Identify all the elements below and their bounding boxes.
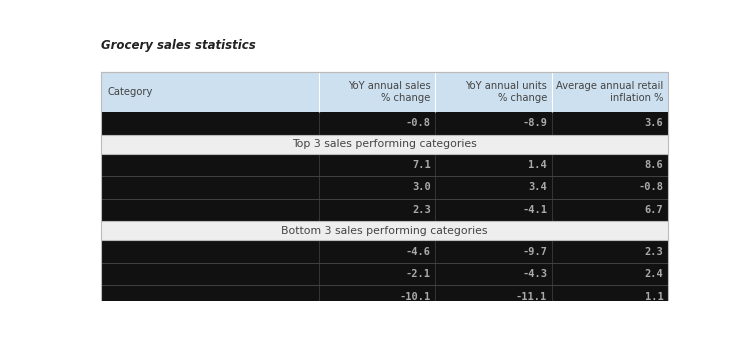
Text: -9.7: -9.7 <box>522 246 547 257</box>
Text: YoY annual units
% change: YoY annual units % change <box>465 81 547 103</box>
Bar <box>100 221 668 240</box>
Text: -8.9: -8.9 <box>522 118 547 128</box>
Text: -0.8: -0.8 <box>638 183 663 192</box>
Text: 1.1: 1.1 <box>644 292 663 302</box>
Text: 3.4: 3.4 <box>528 183 547 192</box>
Text: 1.4: 1.4 <box>528 160 547 170</box>
Bar <box>100 135 668 153</box>
Text: 8.6: 8.6 <box>644 160 663 170</box>
Text: -2.1: -2.1 <box>406 269 430 279</box>
Text: Grocery sales statistics: Grocery sales statistics <box>100 39 256 52</box>
Text: Average annual retail
inflation %: Average annual retail inflation % <box>556 81 663 103</box>
Bar <box>100 263 668 286</box>
Text: 3.0: 3.0 <box>412 183 430 192</box>
Text: YoY annual sales
% change: YoY annual sales % change <box>348 81 430 103</box>
Text: -0.8: -0.8 <box>406 118 430 128</box>
Text: -4.1: -4.1 <box>522 205 547 215</box>
Text: 2.4: 2.4 <box>644 269 663 279</box>
Text: -4.6: -4.6 <box>406 246 430 257</box>
Text: -11.1: -11.1 <box>516 292 547 302</box>
Text: Bottom 3 sales performing categories: Bottom 3 sales performing categories <box>281 226 488 236</box>
Text: 6.7: 6.7 <box>644 205 663 215</box>
Bar <box>100 112 668 135</box>
Text: -10.1: -10.1 <box>400 292 430 302</box>
Bar <box>100 199 668 221</box>
Text: Category: Category <box>108 87 153 97</box>
Text: Top 3 sales performing categories: Top 3 sales performing categories <box>292 139 477 149</box>
Text: 2.3: 2.3 <box>644 246 663 257</box>
Text: -4.3: -4.3 <box>522 269 547 279</box>
Bar <box>100 240 668 263</box>
Text: 7.1: 7.1 <box>412 160 430 170</box>
Bar <box>100 286 668 308</box>
Bar <box>100 176 668 199</box>
Text: 3.6: 3.6 <box>644 118 663 128</box>
Bar <box>100 153 668 176</box>
Bar <box>100 72 668 112</box>
Text: 2.3: 2.3 <box>412 205 430 215</box>
